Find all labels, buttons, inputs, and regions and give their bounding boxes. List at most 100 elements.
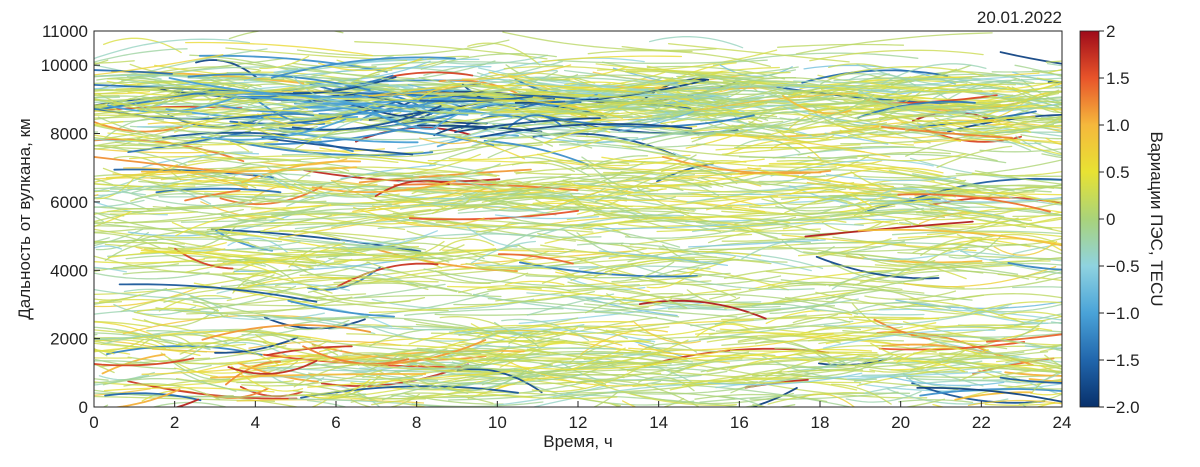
tec-arc — [420, 53, 557, 70]
tec-arc — [839, 199, 933, 213]
tec-arc — [439, 354, 657, 371]
tec-arc — [674, 170, 738, 185]
tec-arc — [0, 104, 62, 111]
tec-arc — [271, 56, 456, 79]
tec-arc — [882, 195, 1062, 203]
tec-arc — [916, 386, 1062, 403]
x-tick-label: 6 — [331, 413, 340, 432]
tec-arc — [1050, 243, 1062, 252]
tec-arc — [534, 134, 661, 143]
tec-arc — [598, 250, 729, 267]
tec-arc — [94, 358, 177, 370]
tec-arc — [989, 82, 1062, 93]
tec-arc — [1051, 344, 1062, 349]
tec-arc — [823, 303, 1012, 327]
tec-arc — [1054, 84, 1062, 88]
y-axis: 0 2000 4000 6000 8000 10000 11000 — [41, 22, 100, 417]
tec-arc — [189, 109, 355, 128]
tec-arc — [392, 201, 469, 216]
tec-arc — [721, 144, 861, 155]
tec-arc — [698, 246, 882, 251]
tec-arc — [1035, 271, 1062, 281]
tec-arc — [566, 371, 783, 394]
tec-arc — [983, 114, 1062, 131]
tec-arc — [906, 377, 1020, 381]
tec-arc — [799, 159, 934, 172]
tec-arc — [514, 161, 715, 176]
tec-arc — [94, 225, 234, 242]
tec-arc — [199, 156, 414, 177]
tec-arc — [879, 182, 968, 194]
tec-arc — [846, 371, 1002, 380]
tec-arc — [855, 217, 1019, 243]
tec-arc — [504, 280, 565, 286]
tec-arc — [130, 87, 313, 93]
colorbar-tick-label: −0.5 — [1106, 257, 1140, 276]
tec-arc — [598, 83, 740, 99]
tec-arc — [94, 228, 136, 233]
tec-arc — [198, 54, 388, 73]
tec-arc — [817, 243, 1027, 254]
tec-arc — [707, 225, 789, 244]
tec-arc — [594, 223, 728, 230]
tec-arc — [205, 312, 325, 321]
tec-arc — [257, 123, 462, 141]
tec-arc — [1085, 116, 1200, 130]
tec-arc — [878, 115, 1062, 121]
tec-arc — [815, 255, 940, 280]
tec-arc — [300, 253, 353, 265]
tec-arc — [397, 378, 463, 390]
tec-arc — [336, 262, 439, 288]
tec-arc — [278, 215, 415, 239]
x-tick-label: 12 — [569, 413, 588, 432]
tec-arc — [508, 114, 562, 129]
tec-arc — [792, 357, 864, 369]
tec-arc — [795, 32, 993, 55]
tec-arc — [0, 355, 80, 373]
tec-arc — [638, 299, 767, 320]
tec-arc — [819, 72, 883, 85]
tec-arc — [632, 375, 803, 388]
tec-arc — [374, 179, 450, 197]
tec-arc — [637, 131, 771, 148]
tec-arc — [94, 186, 145, 200]
tec-arc — [306, 274, 473, 295]
tec-arc — [94, 94, 120, 97]
tec-arc — [883, 104, 966, 115]
tec-arc — [439, 316, 503, 328]
tec-arc — [141, 355, 348, 375]
tec-arc — [627, 194, 818, 199]
tec-arc — [595, 63, 791, 74]
tec-arc — [94, 54, 224, 76]
tec-arc — [942, 102, 1062, 114]
tec-arc — [94, 320, 153, 328]
tec-arc — [94, 98, 237, 109]
tec-arc — [531, 177, 712, 191]
tec-arc — [433, 102, 525, 129]
tec-arc — [145, 48, 268, 73]
tec-arc — [280, 100, 390, 112]
tec-arc — [331, 202, 508, 229]
tec-arc — [94, 38, 251, 60]
tec-arc — [789, 187, 873, 208]
tec-arc — [888, 169, 1052, 193]
tec-arc — [686, 369, 876, 386]
tec-arc — [195, 59, 258, 79]
tec-arc — [133, 311, 229, 320]
tec-arc — [1014, 192, 1062, 203]
tec-arc — [626, 173, 770, 187]
tec-arc — [134, 221, 353, 230]
tec-arc — [222, 272, 333, 294]
tec-arc — [1044, 198, 1062, 201]
x-tick-label: 8 — [412, 413, 421, 432]
tec-arc — [94, 124, 114, 130]
tec-arc — [385, 71, 474, 79]
tec-arc — [465, 344, 617, 350]
tec-arc — [824, 132, 889, 145]
tec-arc — [819, 353, 1013, 363]
tec-arc — [423, 268, 640, 288]
tec-arc — [651, 88, 803, 101]
tec-arc — [769, 196, 832, 215]
tec-arc — [94, 95, 161, 100]
tec-arc — [229, 139, 434, 157]
